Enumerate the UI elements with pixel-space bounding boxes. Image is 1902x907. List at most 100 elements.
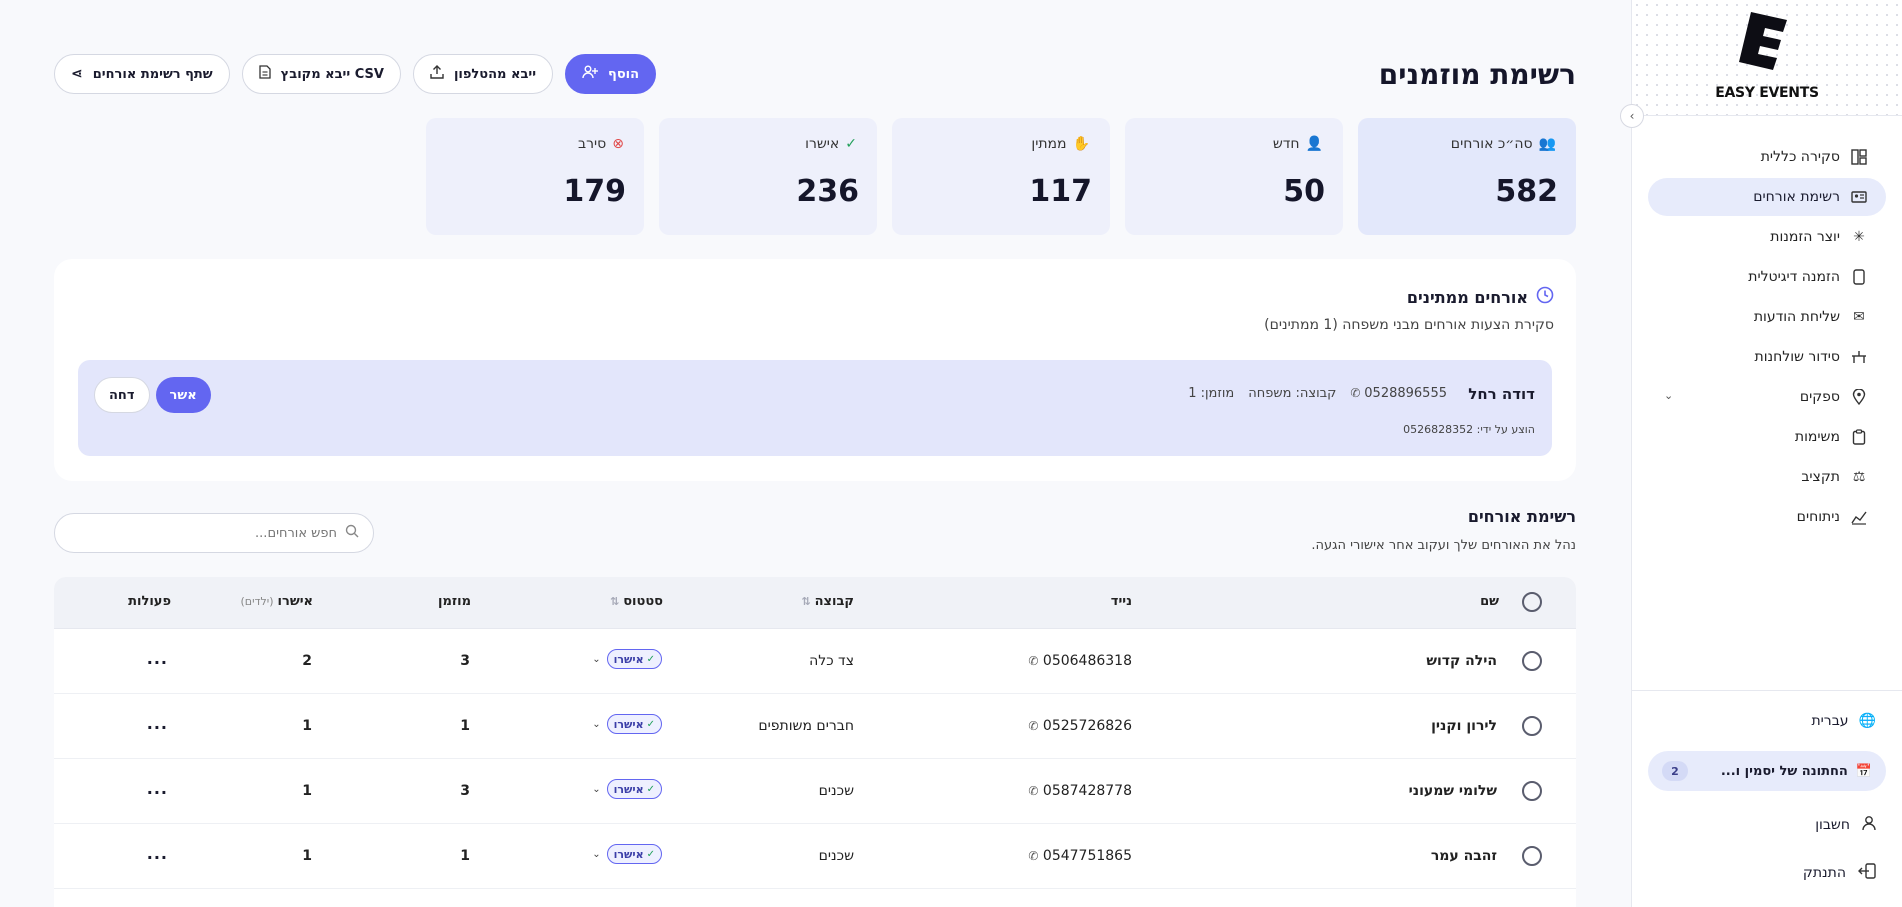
stat-label: סירב xyxy=(578,136,607,152)
import-csv-button[interactable]: ייבא מקובץ CSV xyxy=(241,54,401,94)
stat-card-approved: ✓ אישרו 236 xyxy=(659,118,877,235)
guest-table: שם נייד קבוצה ⇅ סטטוס ⇅ מוזמן אישרו (ילדים)… xyxy=(54,577,1576,907)
table-row[interactable]: הילה קדוש 0506486318 ✆ צד כלה ⌄ ✓ אישרו 3… xyxy=(54,629,1576,694)
guest-name: לירון וקנין xyxy=(1431,718,1497,734)
sidebar-item-digital-invitation[interactable]: הזמנה דיגיטלית xyxy=(1648,258,1886,296)
pending-guest-item: דודה רחל 0528896555 ✆ קבוצה: משפחה מוזמן… xyxy=(78,360,1552,456)
sidebar-item-label: סידור שולחנות xyxy=(1754,349,1840,365)
check-circle-icon: ✓ xyxy=(646,848,655,860)
add-label: הוסף xyxy=(608,66,640,82)
sidebar-item-tasks[interactable]: משימות xyxy=(1648,418,1886,456)
language-switcher[interactable]: 🌐 עברית xyxy=(1811,713,1876,729)
status-badge: ✓ אישרו xyxy=(606,844,662,864)
row-select-radio[interactable] xyxy=(1522,846,1542,866)
row-select-radio[interactable] xyxy=(1522,716,1542,736)
sidebar-item-analytics[interactable]: ניתוחים xyxy=(1648,498,1886,536)
search-input[interactable] xyxy=(69,525,337,541)
reject-button[interactable]: דחה xyxy=(94,377,150,413)
status-label: אישרו xyxy=(613,717,644,731)
table-row[interactable]: זהבה עמר 0547751865 ✆ שכנים ⌄ ✓ אישרו 1 1… xyxy=(54,824,1576,889)
import-csv-label: ייבא מקובץ CSV xyxy=(280,66,384,82)
event-selector[interactable]: 📅 החתונה של יסמין ו... 2 xyxy=(1648,751,1886,791)
row-actions-menu[interactable]: ... xyxy=(146,844,168,863)
upload-icon xyxy=(430,65,444,83)
column-header-phone[interactable]: נייד xyxy=(1110,594,1132,609)
status-dropdown[interactable]: ⌄ ✓ אישרו xyxy=(592,649,662,669)
guest-invited: 1 xyxy=(460,848,470,864)
column-header-status[interactable]: סטטוס ⇅ xyxy=(610,594,663,609)
sidebar-nav: סקירה כללית רשימת אורחים ✳ יוצר הזמנות ה… xyxy=(1648,138,1886,538)
main-content: רשימת מוזמנים ⋖ שתף רשימת אורחים ייבא מק… xyxy=(54,0,1576,907)
sidebar-item-budget[interactable]: ⚖ תקציב xyxy=(1648,458,1886,496)
guest-name: הילה קדוש xyxy=(1426,653,1497,669)
column-header-invited[interactable]: מוזמן xyxy=(438,594,471,609)
row-actions-menu[interactable]: ... xyxy=(146,779,168,798)
select-all-radio[interactable] xyxy=(1522,592,1542,612)
guest-name: זהבה עמר xyxy=(1430,848,1497,864)
sidebar-item-overview[interactable]: סקירה כללית xyxy=(1648,138,1886,176)
sidebar-item-vendors[interactable]: ספקים ⌄ xyxy=(1648,378,1886,416)
stat-value: 236 xyxy=(796,174,859,209)
sidebar-item-guest-list[interactable]: רשימת אורחים xyxy=(1648,178,1886,216)
pending-subtitle: סקירת הצעות אורחים מבני משפחה (1 ממתינים… xyxy=(1264,317,1554,333)
guest-invited: 3 xyxy=(460,653,470,669)
account-link[interactable]: חשבון xyxy=(1815,815,1876,835)
import-phone-button[interactable]: ייבא מהטלפון xyxy=(412,54,554,94)
stat-value: 117 xyxy=(1029,174,1092,209)
pending-guest-phone: 0528896555 ✆ xyxy=(1350,386,1447,401)
guest-confirmed: 1 xyxy=(302,783,312,799)
sidebar-item-label: משימות xyxy=(1794,429,1840,445)
header-actions: ⋖ שתף רשימת אורחים ייבא מקובץ CSV ייבא מ… xyxy=(54,54,657,94)
phone-number: 0547751865 xyxy=(1042,848,1132,864)
add-guest-button[interactable]: הוסף xyxy=(565,54,657,94)
sort-icon: ⇅ xyxy=(609,595,620,608)
status-dropdown[interactable]: ⌄ ✓ אישרו xyxy=(592,844,662,864)
phone-icon: ✆ xyxy=(1350,386,1365,400)
status-badge: ✓ אישרו xyxy=(606,649,662,669)
calendar-icon: 📅 xyxy=(1855,763,1872,779)
guest-group: שכנים xyxy=(818,783,854,799)
column-header-actions: פעולות xyxy=(128,594,171,609)
sidebar-item-seating[interactable]: סידור שולחנות xyxy=(1648,338,1886,376)
phone-icon: ✆ xyxy=(1028,654,1039,668)
guest-confirmed: 2 xyxy=(302,653,312,669)
search-box xyxy=(54,513,374,553)
status-dropdown[interactable]: ⌄ ✓ אישרו xyxy=(592,714,662,734)
phone-number: 0528896555 xyxy=(1364,386,1447,401)
stat-value: 179 xyxy=(563,174,626,209)
x-circle-icon: ⊗ xyxy=(612,136,624,152)
budget-icon: ⚖ xyxy=(1852,469,1866,485)
guest-confirmed: 1 xyxy=(302,848,312,864)
sidebar-item-invitation-creator[interactable]: ✳ יוצר הזמנות xyxy=(1648,218,1886,256)
share-icon: ⋖ xyxy=(71,66,83,82)
stat-label: ממתין xyxy=(1031,136,1067,152)
sidebar-item-send-messages[interactable]: ✉ שליחת הודעות xyxy=(1648,298,1886,336)
logout-button[interactable]: התנתק xyxy=(1803,863,1876,883)
brand-logo xyxy=(1739,12,1787,70)
table-row[interactable]: שלומי שמעוני 0587428778 ✆ שכנים ⌄ ✓ אישרו… xyxy=(54,759,1576,824)
column-header-confirmed[interactable]: אישרו (ילדים) xyxy=(240,594,313,609)
row-actions-menu[interactable]: ... xyxy=(146,649,168,668)
pending-guest-group: קבוצה: משפחה xyxy=(1248,386,1337,401)
table-row[interactable]: לירון וקנין 0525726826 ✆ חברים משותפים ⌄… xyxy=(54,694,1576,759)
row-actions-menu[interactable]: ... xyxy=(146,714,168,733)
row-select-radio[interactable] xyxy=(1522,651,1542,671)
guest-confirmed: 1 xyxy=(302,718,312,734)
guest-list-icon xyxy=(1850,188,1868,206)
pending-guest-meta: 0528896555 ✆ קבוצה: משפחה מוזמן: 1 xyxy=(1188,386,1447,401)
logout-icon xyxy=(1858,863,1876,883)
pending-title: אורחים ממתינים xyxy=(1407,286,1554,308)
guest-invited: 3 xyxy=(460,783,470,799)
share-guest-list-button[interactable]: ⋖ שתף רשימת אורחים xyxy=(54,54,230,94)
column-header-group[interactable]: קבוצה ⇅ xyxy=(801,594,854,609)
collapse-sidebar-button[interactable]: › xyxy=(1620,104,1644,128)
row-select-radio[interactable] xyxy=(1522,781,1542,801)
approve-button[interactable]: אשר xyxy=(155,377,211,413)
column-label: סטטוס xyxy=(623,594,663,609)
logout-label: התנתק xyxy=(1802,865,1846,881)
clipboard-icon xyxy=(1850,428,1868,446)
status-dropdown[interactable]: ⌄ ✓ אישרו xyxy=(592,779,662,799)
chevron-down-icon[interactable]: ⌄ xyxy=(1664,389,1674,402)
column-header-name[interactable]: שם xyxy=(1480,594,1499,609)
guest-phone: 0587428778 ✆ xyxy=(1028,783,1132,799)
